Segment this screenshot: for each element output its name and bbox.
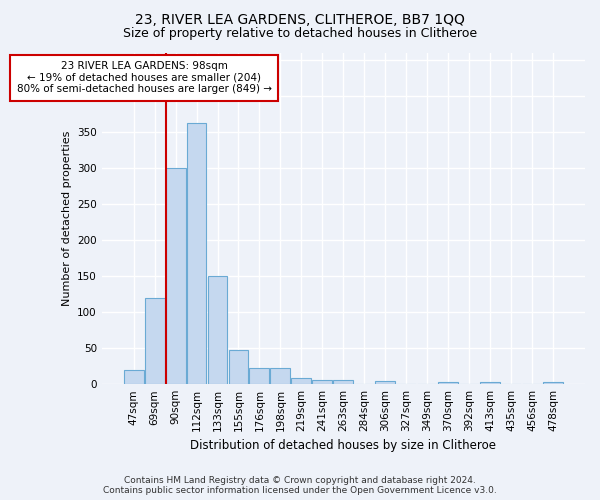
Bar [543, 382, 563, 384]
Bar [376, 380, 395, 384]
Bar [124, 370, 143, 384]
Bar [166, 168, 185, 384]
Text: 23, RIVER LEA GARDENS, CLITHEROE, BB7 1QQ: 23, RIVER LEA GARDENS, CLITHEROE, BB7 1Q… [135, 12, 465, 26]
Text: Contains HM Land Registry data © Crown copyright and database right 2024.
Contai: Contains HM Land Registry data © Crown c… [103, 476, 497, 495]
Bar [229, 350, 248, 384]
Bar [438, 382, 458, 384]
Bar [271, 368, 290, 384]
Bar [208, 276, 227, 384]
Text: 23 RIVER LEA GARDENS: 98sqm
← 19% of detached houses are smaller (204)
80% of se: 23 RIVER LEA GARDENS: 98sqm ← 19% of det… [17, 61, 272, 94]
Bar [480, 382, 500, 384]
Bar [334, 380, 353, 384]
Bar [145, 298, 164, 384]
Bar [292, 378, 311, 384]
Y-axis label: Number of detached properties: Number of detached properties [62, 130, 71, 306]
Bar [187, 123, 206, 384]
X-axis label: Distribution of detached houses by size in Clitheroe: Distribution of detached houses by size … [190, 440, 496, 452]
Bar [313, 380, 332, 384]
Text: Size of property relative to detached houses in Clitheroe: Size of property relative to detached ho… [123, 28, 477, 40]
Bar [250, 368, 269, 384]
